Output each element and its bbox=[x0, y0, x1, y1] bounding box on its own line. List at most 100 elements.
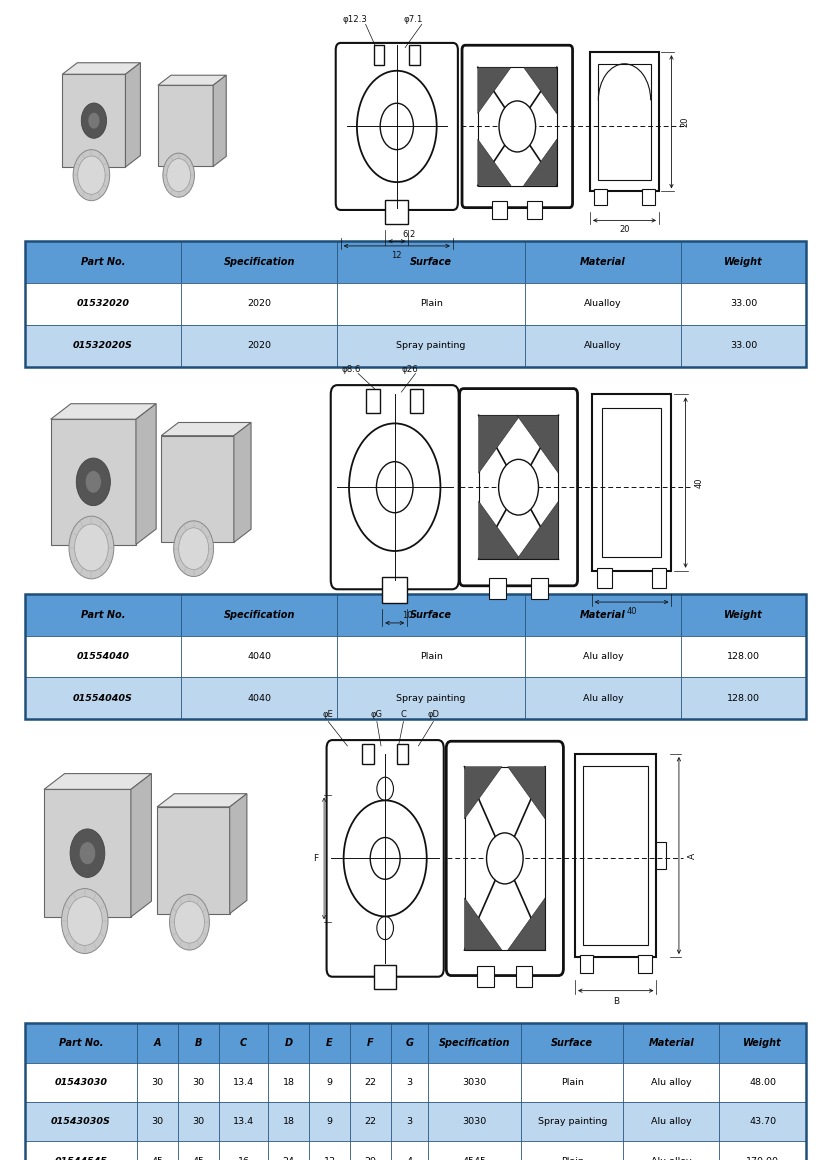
Bar bbox=[25, 241, 181, 283]
Text: F: F bbox=[367, 1038, 374, 1047]
Circle shape bbox=[175, 901, 204, 943]
Text: Weight: Weight bbox=[724, 610, 763, 619]
Circle shape bbox=[70, 829, 105, 877]
Bar bbox=[309, 1023, 350, 1063]
Bar bbox=[181, 241, 337, 283]
Circle shape bbox=[76, 458, 111, 506]
Text: φD: φD bbox=[427, 710, 440, 719]
Circle shape bbox=[73, 150, 110, 201]
Circle shape bbox=[376, 462, 413, 513]
Circle shape bbox=[499, 459, 538, 515]
Text: Material: Material bbox=[580, 258, 626, 267]
Bar bbox=[598, 64, 651, 180]
Bar bbox=[25, 1063, 137, 1102]
Bar bbox=[25, 1141, 137, 1160]
Text: 4040: 4040 bbox=[248, 694, 271, 703]
FancyBboxPatch shape bbox=[327, 740, 444, 977]
Polygon shape bbox=[161, 422, 251, 436]
Bar bbox=[350, 1063, 391, 1102]
Text: 18: 18 bbox=[283, 1078, 294, 1087]
Text: 43.70: 43.70 bbox=[749, 1117, 776, 1126]
Bar bbox=[337, 283, 525, 325]
Bar bbox=[623, 1141, 719, 1160]
Circle shape bbox=[179, 528, 209, 570]
Bar bbox=[337, 594, 525, 636]
Text: 3030: 3030 bbox=[462, 1117, 487, 1126]
Text: B: B bbox=[195, 1038, 203, 1047]
Bar bbox=[590, 52, 659, 191]
Text: φ26: φ26 bbox=[401, 364, 418, 374]
Text: 13.4: 13.4 bbox=[233, 1078, 254, 1087]
Text: 40: 40 bbox=[627, 607, 637, 616]
Bar bbox=[580, 955, 593, 973]
Circle shape bbox=[86, 471, 101, 493]
Text: Specification: Specification bbox=[224, 258, 295, 267]
Text: Specification: Specification bbox=[439, 1038, 510, 1047]
Bar bbox=[350, 1102, 391, 1141]
Text: Material: Material bbox=[580, 610, 626, 619]
Polygon shape bbox=[524, 67, 557, 114]
Bar bbox=[309, 1102, 350, 1141]
Polygon shape bbox=[478, 67, 511, 114]
Bar bbox=[181, 325, 337, 367]
Text: F: F bbox=[313, 854, 318, 863]
FancyBboxPatch shape bbox=[462, 45, 573, 208]
Bar bbox=[681, 677, 806, 719]
Text: Surface: Surface bbox=[411, 258, 452, 267]
Polygon shape bbox=[51, 404, 156, 419]
Bar bbox=[137, 1141, 178, 1160]
Bar bbox=[681, 636, 806, 677]
Bar bbox=[681, 325, 806, 367]
Polygon shape bbox=[44, 774, 151, 789]
Text: 2020: 2020 bbox=[248, 299, 271, 309]
Text: Alu alloy: Alu alloy bbox=[651, 1117, 691, 1126]
Polygon shape bbox=[131, 774, 151, 916]
Polygon shape bbox=[524, 139, 557, 186]
Circle shape bbox=[371, 838, 401, 879]
Circle shape bbox=[381, 103, 414, 150]
Bar bbox=[382, 577, 407, 603]
Circle shape bbox=[377, 777, 394, 800]
Bar bbox=[652, 568, 666, 588]
Bar bbox=[181, 594, 337, 636]
Text: 16: 16 bbox=[238, 1157, 249, 1160]
Bar bbox=[575, 754, 656, 957]
Polygon shape bbox=[479, 501, 520, 559]
Text: φG: φG bbox=[371, 710, 383, 719]
Bar bbox=[719, 1102, 806, 1141]
Text: 4545: 4545 bbox=[463, 1157, 487, 1160]
Text: B: B bbox=[612, 996, 619, 1006]
Bar bbox=[583, 766, 648, 945]
FancyBboxPatch shape bbox=[460, 389, 578, 586]
Bar bbox=[597, 568, 612, 588]
Circle shape bbox=[349, 423, 440, 551]
Bar bbox=[391, 1063, 428, 1102]
Bar bbox=[428, 1023, 521, 1063]
Text: 22: 22 bbox=[365, 1117, 376, 1126]
Text: 33.00: 33.00 bbox=[730, 299, 757, 309]
Text: A: A bbox=[688, 853, 696, 858]
Text: 20: 20 bbox=[681, 116, 689, 128]
Bar bbox=[25, 594, 806, 719]
Bar bbox=[594, 189, 607, 205]
Polygon shape bbox=[517, 501, 558, 559]
Bar bbox=[428, 1063, 521, 1102]
Bar bbox=[397, 744, 409, 764]
Bar bbox=[25, 325, 181, 367]
Text: Material: Material bbox=[648, 1038, 694, 1047]
Bar bbox=[719, 1023, 806, 1063]
Text: 01554040S: 01554040S bbox=[73, 694, 133, 703]
Bar bbox=[602, 408, 661, 557]
Bar bbox=[525, 241, 681, 283]
Bar bbox=[337, 325, 525, 367]
Polygon shape bbox=[213, 75, 226, 166]
Text: 01554040: 01554040 bbox=[76, 652, 130, 661]
Bar bbox=[219, 1023, 268, 1063]
Text: Alualloy: Alualloy bbox=[584, 299, 622, 309]
Bar bbox=[25, 677, 181, 719]
Bar bbox=[521, 1102, 623, 1141]
Text: 01543030: 01543030 bbox=[55, 1078, 107, 1087]
Circle shape bbox=[79, 842, 96, 864]
Bar bbox=[350, 1141, 391, 1160]
Bar bbox=[309, 1063, 350, 1102]
